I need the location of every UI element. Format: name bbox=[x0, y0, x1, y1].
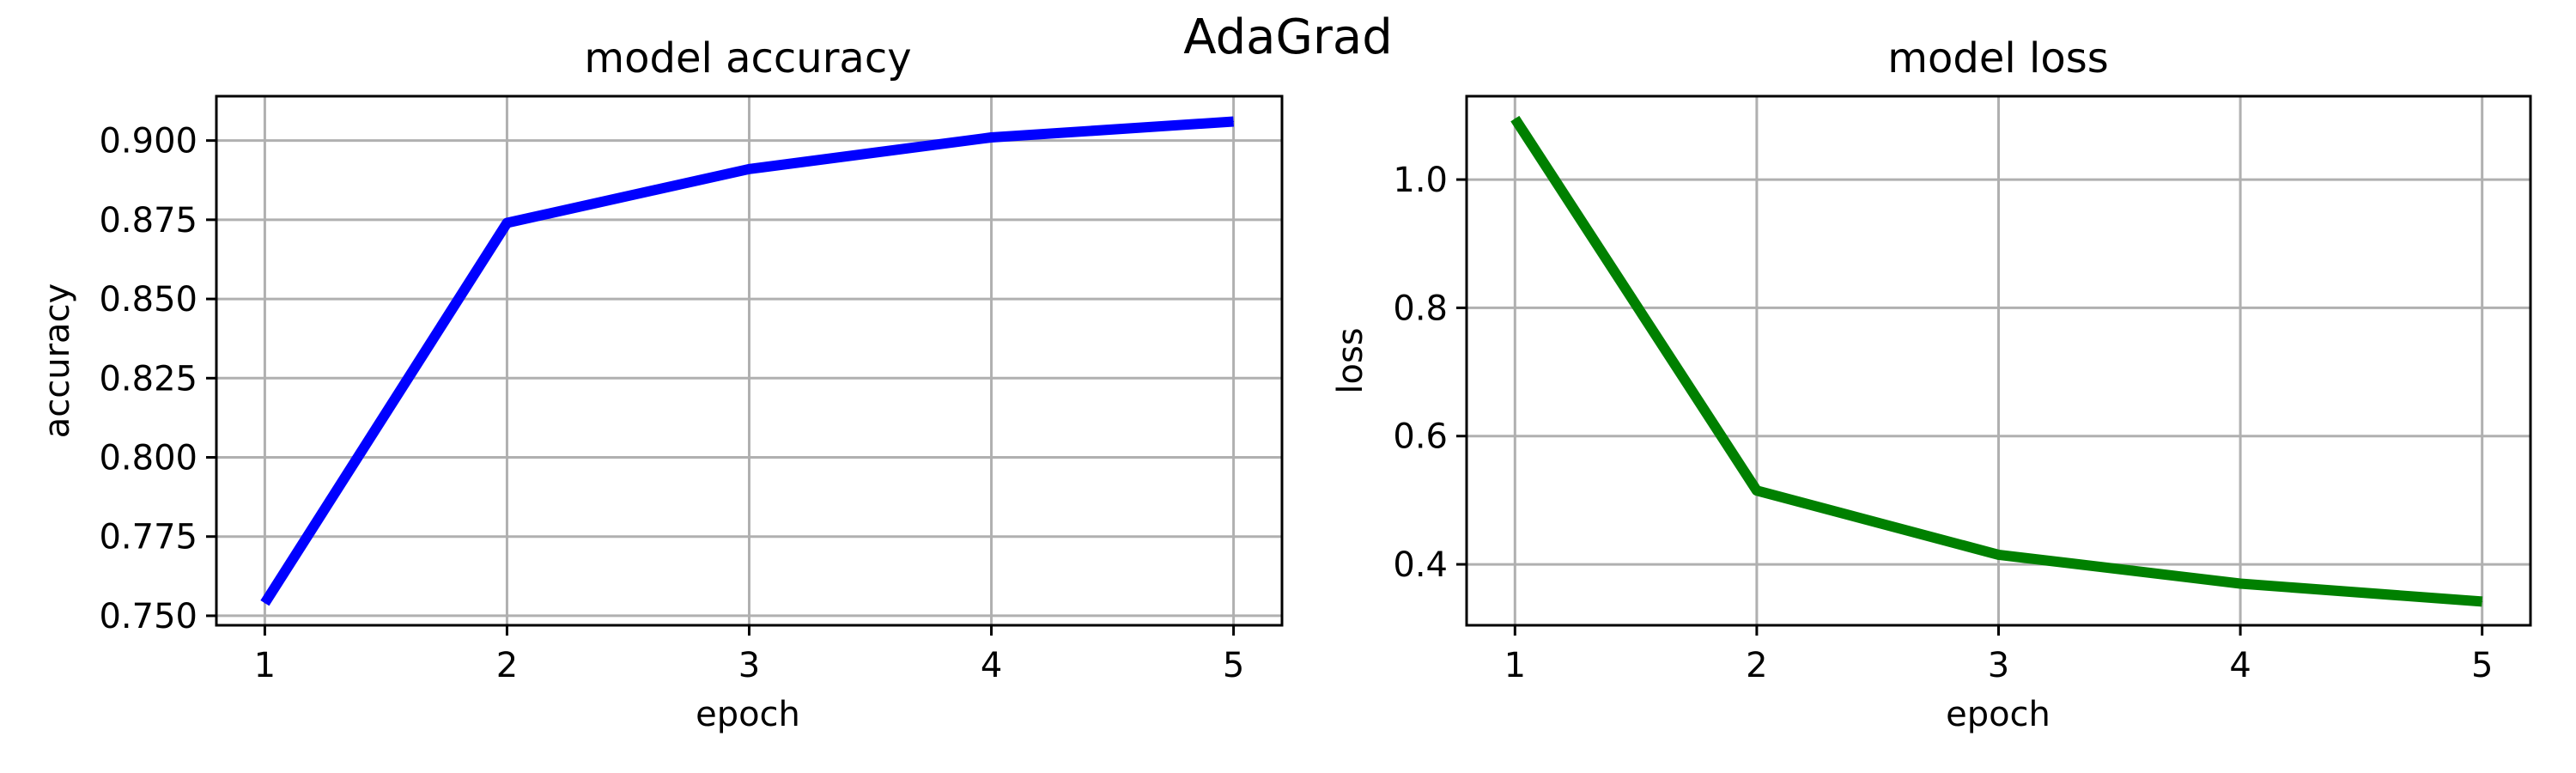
loss-x-axis-label: epoch bbox=[1946, 695, 2050, 734]
accuracy-chart: model accuracy epoch accuracy 1 2 3 4 5 0.750… bbox=[38, 34, 1284, 734]
loss-x-tick-label: 2 bbox=[1746, 646, 1767, 685]
loss-x-tick-label: 3 bbox=[1988, 646, 2009, 685]
loss-y-tick-label: 0.4 bbox=[1393, 545, 1448, 585]
loss-y-axis-label: loss bbox=[1331, 327, 1370, 393]
accuracy-y-tick-label: 0.800 bbox=[99, 439, 197, 478]
loss-chart: model loss epoch loss 1 2 3 4 5 0.4 0.6 0.8 1.0 bbox=[1331, 34, 2532, 734]
accuracy-x-tick-label: 5 bbox=[1223, 646, 1244, 685]
accuracy-x-tick-label: 1 bbox=[254, 646, 276, 685]
accuracy-chart-title: model accuracy bbox=[584, 34, 911, 82]
accuracy-data-point bbox=[1233, 121, 1235, 123]
loss-x-tick-label: 4 bbox=[2229, 646, 2251, 685]
accuracy-y-tick-label: 0.875 bbox=[99, 201, 197, 240]
accuracy-x-tick-label: 3 bbox=[738, 646, 760, 685]
accuracy-y-tick-label: 0.775 bbox=[99, 518, 197, 557]
loss-y-tick-label: 1.0 bbox=[1393, 161, 1448, 200]
accuracy-y-tick-label: 0.900 bbox=[99, 122, 197, 161]
loss-y-tick-label: 0.8 bbox=[1393, 289, 1448, 328]
figure-suptitle: AdaGrad bbox=[1183, 9, 1392, 65]
accuracy-x-axis-label: epoch bbox=[696, 695, 800, 734]
loss-x-tick-label: 5 bbox=[2471, 646, 2493, 685]
loss-y-tick-label: 0.6 bbox=[1393, 417, 1448, 457]
accuracy-y-axis-label: accuracy bbox=[38, 283, 77, 438]
accuracy-data-point bbox=[749, 168, 750, 170]
accuracy-y-tick-label: 0.750 bbox=[99, 597, 197, 636]
accuracy-data-point bbox=[264, 602, 265, 604]
accuracy-x-tick-label: 2 bbox=[496, 646, 518, 685]
loss-data-point bbox=[2239, 582, 2241, 584]
loss-data-point bbox=[1998, 554, 1999, 556]
loss-chart-title: model loss bbox=[1887, 34, 2108, 82]
accuracy-y-tick-label: 0.850 bbox=[99, 280, 197, 320]
accuracy-x-tick-label: 4 bbox=[981, 646, 1002, 685]
loss-x-tick-label: 1 bbox=[1504, 646, 1526, 685]
loss-data-point bbox=[1756, 490, 1758, 491]
accuracy-y-tick-label: 0.825 bbox=[99, 359, 197, 399]
